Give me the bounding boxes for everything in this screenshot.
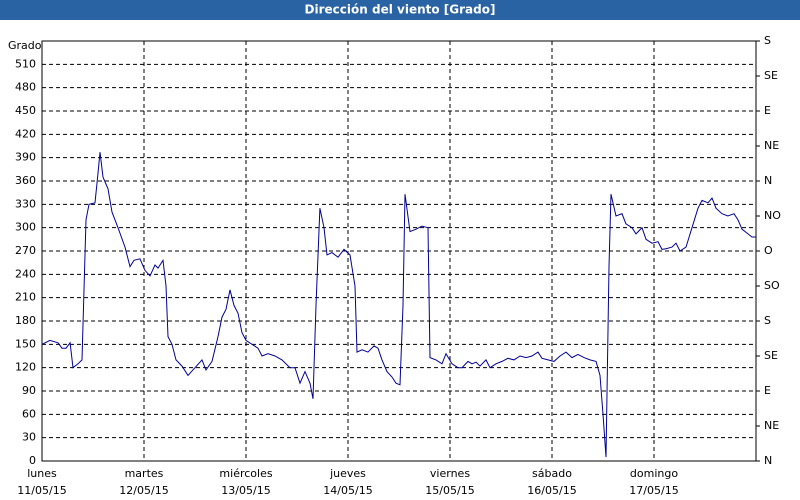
x-tick-label: miércoles xyxy=(219,467,272,480)
y-tick-label: 510 xyxy=(15,57,36,70)
chart-title: Dirección del viento [Grado] xyxy=(305,3,496,17)
x-tick-date: 14/05/15 xyxy=(323,484,372,497)
y-tick-label: 420 xyxy=(15,127,36,140)
y2-tick-label: NE xyxy=(764,139,779,152)
y2-tick-label: N xyxy=(764,174,772,187)
x-tick-date: 17/05/15 xyxy=(629,484,678,497)
y2-tick-label: NE xyxy=(764,419,779,432)
x-tick-date: 11/05/15 xyxy=(17,484,66,497)
y2-tick-label: SE xyxy=(764,349,778,362)
x-tick-label: martes xyxy=(125,467,164,480)
y-tick-label: 90 xyxy=(22,384,36,397)
y-tick-label: 390 xyxy=(15,151,36,164)
y-tick-label: 240 xyxy=(15,267,36,280)
y-tick-label: 180 xyxy=(15,314,36,327)
y2-tick-label: S xyxy=(764,314,771,327)
x-tick-label: viernes xyxy=(430,467,470,480)
y2-tick-label: N xyxy=(764,454,772,467)
y-tick-label: 30 xyxy=(22,431,36,444)
y-tick-label: 300 xyxy=(15,221,36,234)
y2-tick-label: S xyxy=(764,34,771,47)
y-tick-label: 270 xyxy=(15,244,36,257)
plot-frame xyxy=(41,40,757,462)
y2-tick-label: SE xyxy=(764,69,778,82)
y-tick-label: 210 xyxy=(15,291,36,304)
y2-tick-label: O xyxy=(764,244,773,257)
x-tick-label: lunes xyxy=(27,467,57,480)
y2-tick-label: SO xyxy=(764,279,780,292)
y-tick-label: 0 xyxy=(29,454,36,467)
data-line xyxy=(41,152,756,458)
y2-tick-label: E xyxy=(764,104,771,117)
x-tick-label: sábado xyxy=(532,467,572,480)
y-tick-label: 360 xyxy=(15,174,36,187)
y-tick-label: 60 xyxy=(22,407,36,420)
y-tick-label: 450 xyxy=(15,104,36,117)
y2-tick-label: NO xyxy=(764,209,781,222)
y-axis-label: Grado xyxy=(8,39,42,52)
y-tick-label: 480 xyxy=(15,81,36,94)
x-tick-label: jueves xyxy=(329,467,366,480)
y-tick-label: 330 xyxy=(15,197,36,210)
x-tick-date: 16/05/15 xyxy=(527,484,576,497)
x-tick-date: 13/05/15 xyxy=(221,484,270,497)
x-tick-date: 12/05/15 xyxy=(119,484,168,497)
title-bar xyxy=(0,0,800,20)
y-tick-label: 120 xyxy=(15,361,36,374)
y-tick-label: 150 xyxy=(15,337,36,350)
x-tick-date: 15/05/15 xyxy=(425,484,474,497)
y2-tick-label: E xyxy=(764,384,771,397)
x-tick-label: domingo xyxy=(630,467,678,480)
